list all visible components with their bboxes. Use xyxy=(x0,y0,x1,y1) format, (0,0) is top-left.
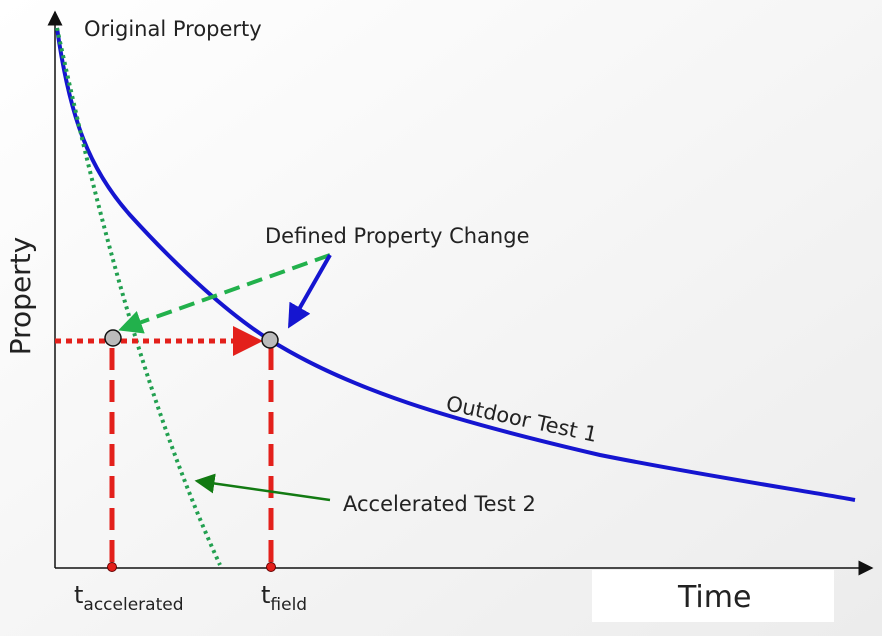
axis-dot xyxy=(107,562,117,572)
blue-arrow xyxy=(288,254,332,329)
t-sub: field xyxy=(270,595,307,615)
point xyxy=(261,331,279,349)
label: Original Property xyxy=(84,17,262,41)
t-base: t xyxy=(261,581,270,609)
x-axis-label: Time xyxy=(677,580,751,615)
t-label: taccelerated xyxy=(74,581,184,615)
accelerated-curve xyxy=(55,27,222,566)
accel-pointer xyxy=(194,473,331,502)
t-label: tfield xyxy=(261,581,307,615)
point xyxy=(104,329,122,347)
t-sub: accelerated xyxy=(83,595,183,615)
label: Accelerated Test 2 xyxy=(343,492,536,516)
green-arrow xyxy=(118,253,331,334)
y-axis-label: Property xyxy=(4,237,37,355)
time-box xyxy=(592,570,834,622)
t-base: t xyxy=(74,581,83,609)
axis-dot xyxy=(266,562,276,572)
label: Defined Property Change xyxy=(265,224,530,248)
outdoor-curve xyxy=(55,27,856,502)
